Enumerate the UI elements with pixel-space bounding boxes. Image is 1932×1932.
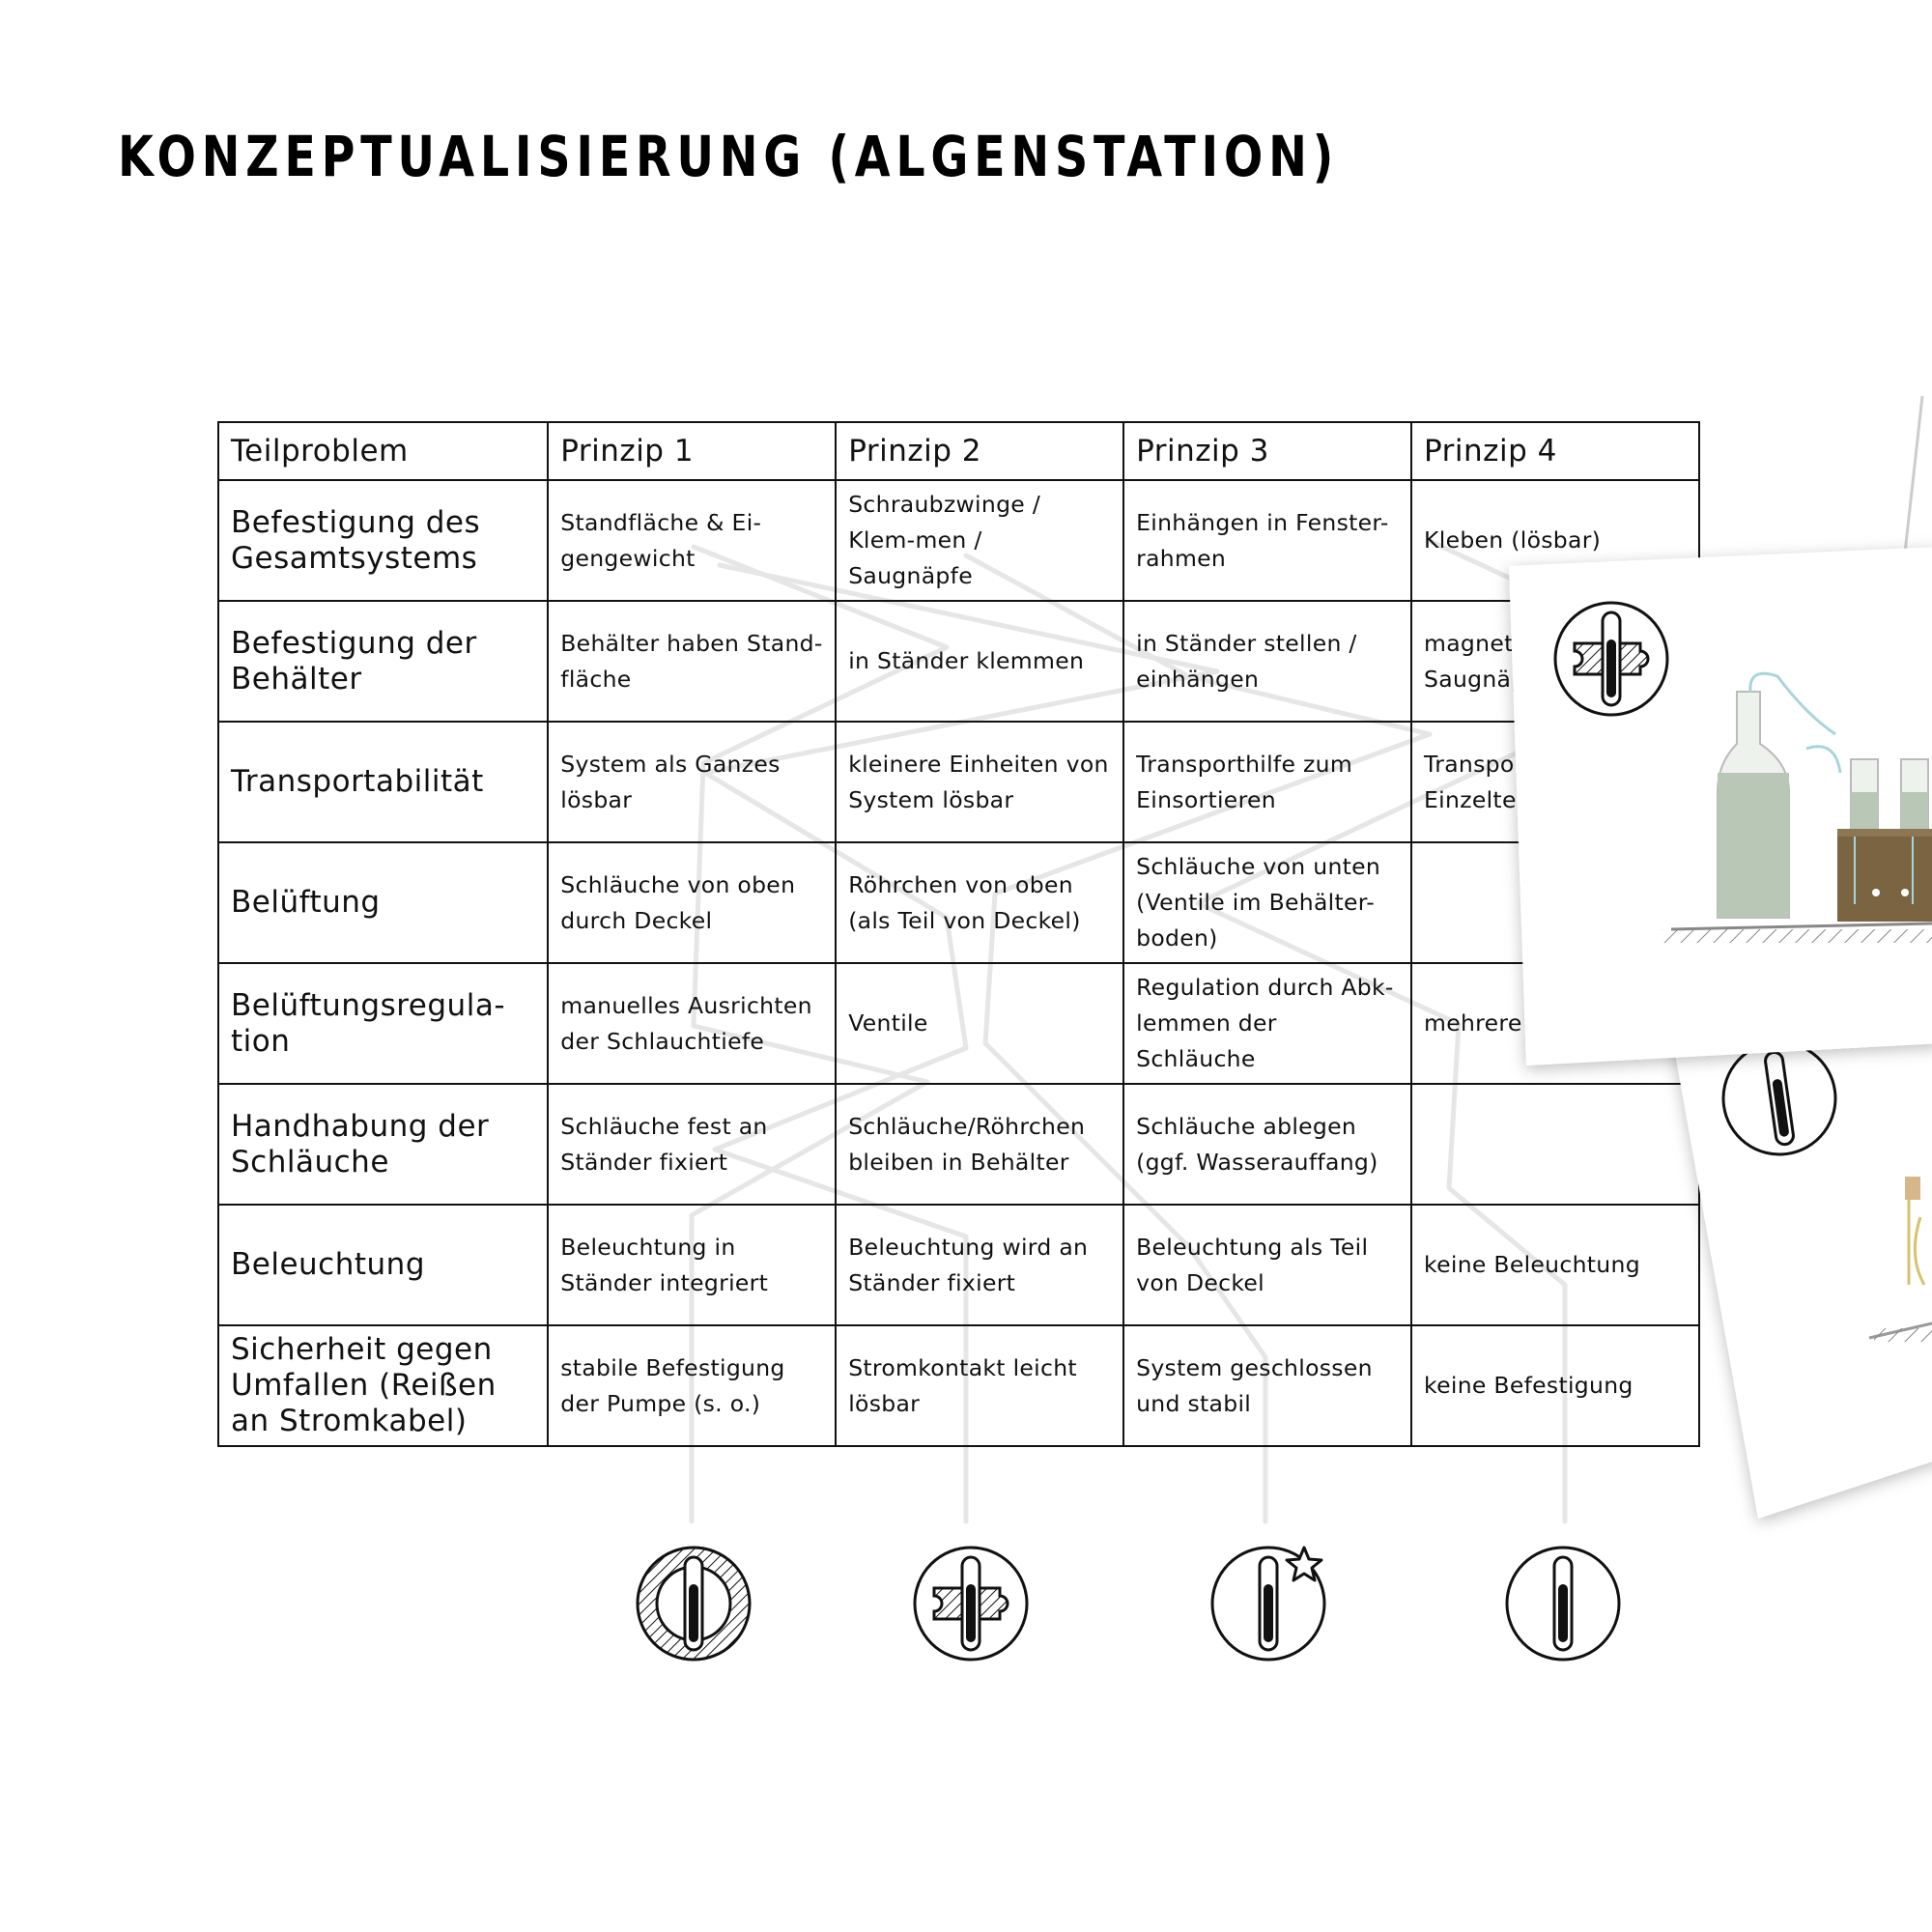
row-label: Befestigung der Behälter [216,600,550,723]
row-label: Befestigung des Gesamtsystems [216,479,550,602]
row-label: Transportabilität [216,721,550,843]
row-label: Handhabung der Schläuche [216,1083,550,1206]
header-prinzip-1: Prinzip 1 [547,421,838,481]
header-prinzip-3: Prinzip 3 [1122,421,1413,481]
table-header-row: Teilproblem Prinzip 1 Prinzip 2 Prinzip … [216,421,1700,481]
hatched-ring-tube-icon [636,1546,752,1662]
row-label: Beleuchtung [216,1204,550,1326]
card-puzzle-tube-icon [1553,601,1669,717]
card-lower-illustration [1868,1177,1932,1342]
card-plain-tube-icon [1721,1040,1837,1156]
header-prinzip-4: Prinzip 4 [1410,421,1700,481]
back-card-edge [1903,395,1924,554]
page-title: Konzeptualisierung (Algenstation) [118,124,1340,189]
header-prinzip-2: Prinzip 2 [835,421,1125,481]
card-upper-illustration [1662,671,1932,943]
row-label: Belüftungsregula-tion [216,962,550,1085]
row-label: Sicherheit gegen Umfallen (Reißen an Str… [216,1324,550,1447]
header-teilproblem: Teilproblem [216,421,550,481]
puzzle-tube-icon [913,1546,1029,1662]
row-label: Belüftung [216,841,550,964]
plain-tube-icon [1505,1546,1621,1662]
star-tube-icon [1210,1546,1326,1662]
